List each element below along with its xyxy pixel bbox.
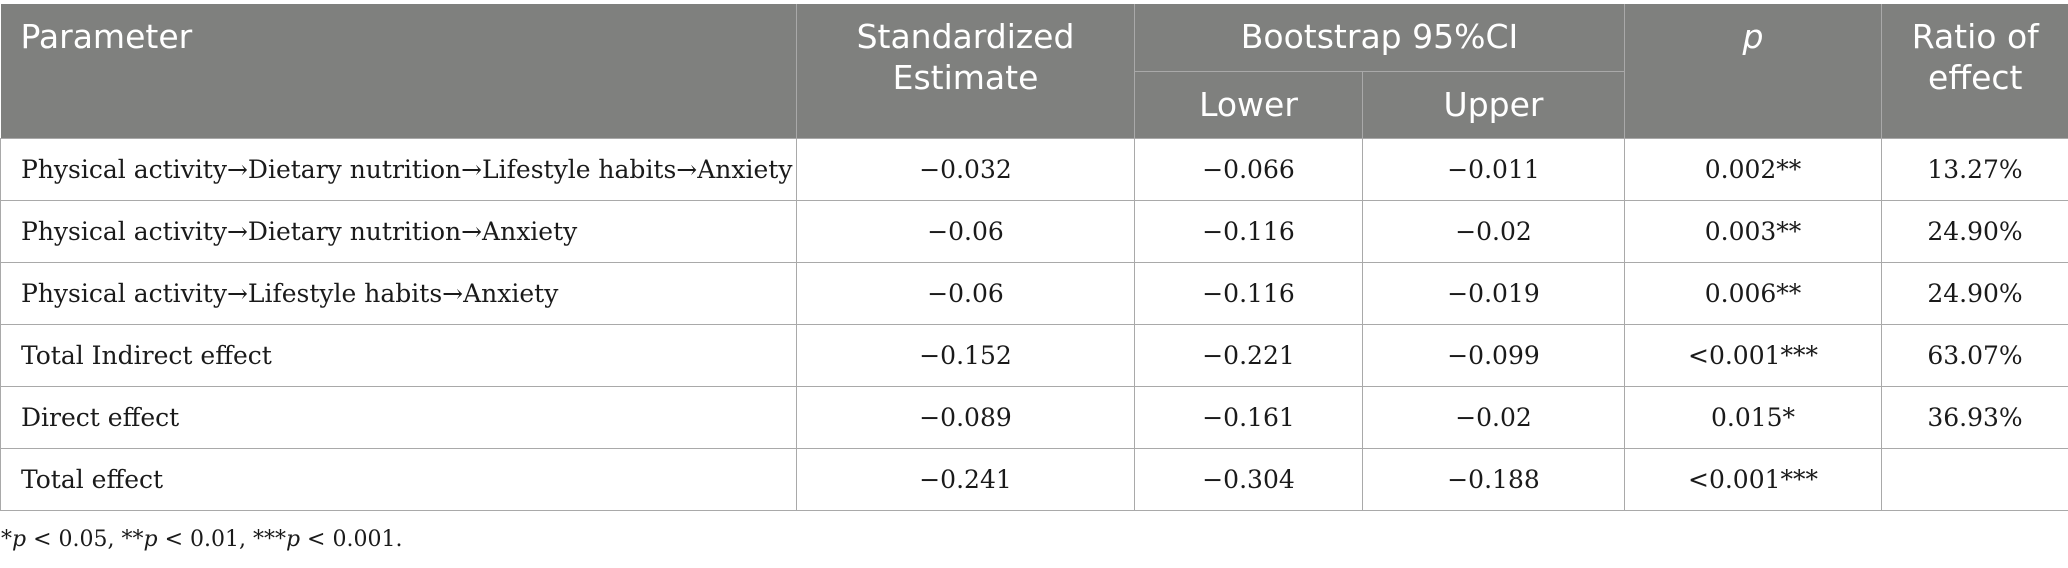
cell-ratio: 13.27% xyxy=(1881,138,2068,201)
cell-ratio: 24.90% xyxy=(1881,200,2068,263)
cell-p-value: 0.015* xyxy=(1624,386,1883,449)
footnote-text: * xyxy=(1,527,12,552)
cell-ratio xyxy=(1881,448,2068,511)
cell-upper: −0.011 xyxy=(1361,138,1626,201)
table-row: Physical activity→Dietary nutrition→Anxi… xyxy=(0,200,2068,263)
header-bootstrap-ci: Bootstrap 95%CI xyxy=(1133,4,1626,72)
cell-estimate: −0.032 xyxy=(796,138,1135,201)
header-upper: Upper xyxy=(1361,71,1625,139)
cell-lower: −0.066 xyxy=(1134,138,1363,201)
table-row: Physical activity→Dietary nutrition→Life… xyxy=(0,138,2068,201)
footnote-text: < 0.01, *** xyxy=(157,527,286,552)
table-footnote: *p < 0.05, **p < 0.01, ***p < 0.001. xyxy=(1,527,402,552)
cell-lower: −0.116 xyxy=(1134,262,1363,325)
header-p-value: p xyxy=(1624,4,1883,139)
cell-parameter: Physical activity→Dietary nutrition→Life… xyxy=(0,138,797,201)
cell-lower: −0.221 xyxy=(1134,324,1363,387)
cell-upper: −0.02 xyxy=(1361,386,1626,449)
table-row: Physical activity→Lifestyle habits→Anxie… xyxy=(0,262,2068,325)
cell-p-value: 0.002** xyxy=(1624,138,1883,201)
header-parameter: Parameter xyxy=(0,4,797,139)
cell-parameter: Physical activity→Lifestyle habits→Anxie… xyxy=(0,262,797,325)
header-lower: Lower xyxy=(1134,71,1363,139)
cell-p-value: <0.001*** xyxy=(1624,448,1883,511)
cell-parameter: Direct effect xyxy=(0,386,797,449)
cell-lower: −0.116 xyxy=(1134,200,1363,263)
cell-upper: −0.019 xyxy=(1361,262,1626,325)
table-body: Physical activity→Dietary nutrition→Life… xyxy=(0,138,2068,511)
cell-parameter: Physical activity→Dietary nutrition→Anxi… xyxy=(0,200,797,263)
table-row: Total effect −0.241 −0.304 −0.188 <0.001… xyxy=(0,448,2068,511)
footnote-p-symbol: p xyxy=(12,527,27,552)
cell-ratio: 63.07% xyxy=(1881,324,2068,387)
footnote-text: < 0.05, ** xyxy=(26,527,144,552)
table-header: Parameter Standardized Estimate Bootstra… xyxy=(0,4,2068,139)
table-row: Direct effect −0.089 −0.161 −0.02 0.015*… xyxy=(0,386,2068,449)
cell-estimate: −0.089 xyxy=(796,386,1135,449)
footnote-p-symbol: p xyxy=(285,527,301,552)
footnote-p-symbol: p xyxy=(143,527,158,552)
cell-estimate: −0.06 xyxy=(796,262,1135,325)
cell-parameter: Total effect xyxy=(0,448,797,511)
cell-p-value: 0.006** xyxy=(1624,262,1883,325)
cell-upper: −0.02 xyxy=(1361,200,1626,263)
cell-estimate: −0.241 xyxy=(796,448,1135,511)
cell-lower: −0.161 xyxy=(1134,386,1363,449)
cell-parameter: Total Indirect effect xyxy=(0,324,797,387)
footnote-text: < 0.001. xyxy=(300,527,403,552)
cell-estimate: −0.152 xyxy=(796,324,1135,387)
cell-upper: −0.188 xyxy=(1361,448,1626,511)
cell-p-value: 0.003** xyxy=(1624,200,1883,263)
table-row: Total Indirect effect −0.152 −0.221 −0.0… xyxy=(0,324,2068,387)
cell-ratio: 36.93% xyxy=(1881,386,2068,449)
header-ratio-of-effect: Ratio of effect xyxy=(1881,4,2068,139)
cell-upper: −0.099 xyxy=(1361,324,1626,387)
cell-lower: −0.304 xyxy=(1134,448,1363,511)
cell-p-value: <0.001*** xyxy=(1624,324,1883,387)
results-table: Parameter Standardized Estimate Bootstra… xyxy=(0,4,2068,511)
header-standardized-estimate: Standardized Estimate xyxy=(796,4,1135,139)
cell-ratio: 24.90% xyxy=(1881,262,2068,325)
cell-estimate: −0.06 xyxy=(796,200,1135,263)
